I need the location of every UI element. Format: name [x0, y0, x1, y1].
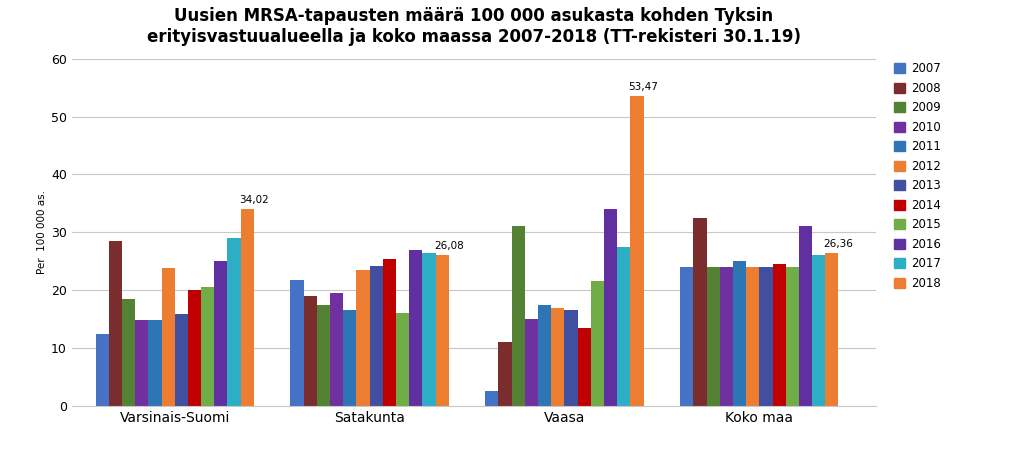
- Bar: [241, 209, 254, 406]
- Bar: [227, 238, 241, 406]
- Legend: 2007, 2008, 2009, 2010, 2011, 2012, 2013, 2014, 2015, 2016, 2017, 2018: 2007, 2008, 2009, 2010, 2011, 2012, 2013…: [890, 58, 945, 295]
- Bar: [525, 319, 538, 406]
- Bar: [435, 255, 449, 406]
- Bar: [812, 255, 825, 406]
- Text: 26,36: 26,36: [823, 239, 853, 249]
- Bar: [720, 267, 733, 406]
- Bar: [707, 267, 720, 406]
- Bar: [538, 304, 551, 406]
- Bar: [135, 320, 148, 406]
- Bar: [383, 259, 396, 406]
- Bar: [95, 334, 109, 406]
- Bar: [370, 266, 383, 406]
- Bar: [162, 268, 175, 406]
- Bar: [187, 290, 201, 406]
- Bar: [356, 270, 370, 406]
- Text: 34,02: 34,02: [239, 195, 268, 205]
- Bar: [330, 293, 343, 406]
- Bar: [733, 261, 746, 406]
- Bar: [772, 264, 785, 406]
- Bar: [746, 267, 760, 406]
- Bar: [591, 281, 604, 406]
- Bar: [551, 308, 564, 406]
- Bar: [316, 304, 330, 406]
- Bar: [499, 342, 512, 406]
- Bar: [109, 241, 122, 406]
- Bar: [760, 267, 772, 406]
- Bar: [680, 267, 693, 406]
- Text: 26,08: 26,08: [434, 241, 464, 251]
- Bar: [291, 280, 303, 406]
- Bar: [799, 226, 812, 406]
- Bar: [604, 209, 617, 406]
- Bar: [578, 328, 591, 406]
- Bar: [631, 97, 644, 406]
- Bar: [122, 299, 135, 406]
- Bar: [214, 261, 227, 406]
- Title: Uusien MRSA-tapausten määrä 100 000 asukasta kohden Tyksin
erityisvastuualueella: Uusien MRSA-tapausten määrä 100 000 asuk…: [146, 7, 801, 46]
- Bar: [512, 226, 525, 406]
- Bar: [201, 287, 214, 406]
- Bar: [564, 310, 578, 406]
- Text: 53,47: 53,47: [629, 83, 658, 92]
- Bar: [410, 249, 422, 406]
- Bar: [303, 296, 316, 406]
- Bar: [396, 313, 410, 406]
- Bar: [785, 267, 799, 406]
- Bar: [825, 253, 839, 406]
- Bar: [343, 310, 356, 406]
- Bar: [485, 391, 499, 406]
- Bar: [148, 320, 162, 406]
- Bar: [617, 247, 631, 406]
- Bar: [422, 253, 435, 406]
- Y-axis label: Per  100 000 as.: Per 100 000 as.: [37, 190, 47, 274]
- Bar: [175, 314, 187, 406]
- Bar: [693, 218, 707, 406]
